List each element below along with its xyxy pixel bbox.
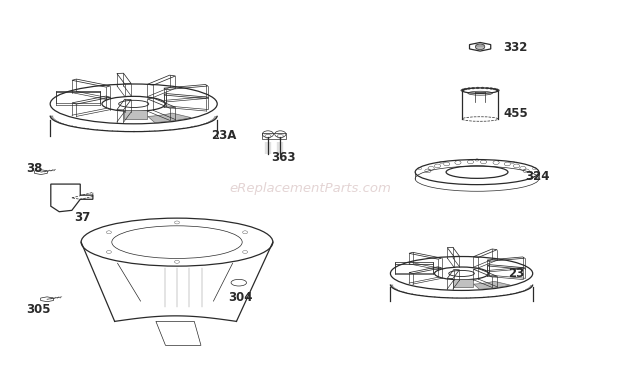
- Text: 363: 363: [272, 151, 296, 164]
- Text: 305: 305: [27, 303, 51, 316]
- Circle shape: [497, 90, 500, 91]
- Text: 455: 455: [503, 107, 528, 120]
- Bar: [123, 110, 147, 120]
- Polygon shape: [148, 113, 191, 122]
- Polygon shape: [474, 281, 510, 289]
- Bar: [262, 134, 286, 139]
- Circle shape: [464, 88, 467, 90]
- Text: 38: 38: [27, 162, 43, 175]
- Circle shape: [493, 88, 496, 90]
- Circle shape: [461, 90, 464, 91]
- Text: eReplacementParts.com: eReplacementParts.com: [229, 182, 391, 195]
- Text: 37: 37: [74, 211, 90, 223]
- Circle shape: [467, 88, 471, 90]
- Text: 23A: 23A: [211, 129, 236, 142]
- Text: 332: 332: [503, 41, 528, 54]
- Circle shape: [481, 87, 484, 89]
- Circle shape: [476, 87, 479, 89]
- Bar: [453, 279, 473, 287]
- Circle shape: [485, 87, 489, 89]
- Circle shape: [462, 89, 465, 91]
- Circle shape: [495, 89, 498, 91]
- Circle shape: [490, 88, 493, 90]
- Circle shape: [472, 87, 475, 89]
- Text: 324: 324: [525, 170, 550, 183]
- Text: 23: 23: [508, 267, 524, 280]
- Text: 304: 304: [228, 291, 253, 304]
